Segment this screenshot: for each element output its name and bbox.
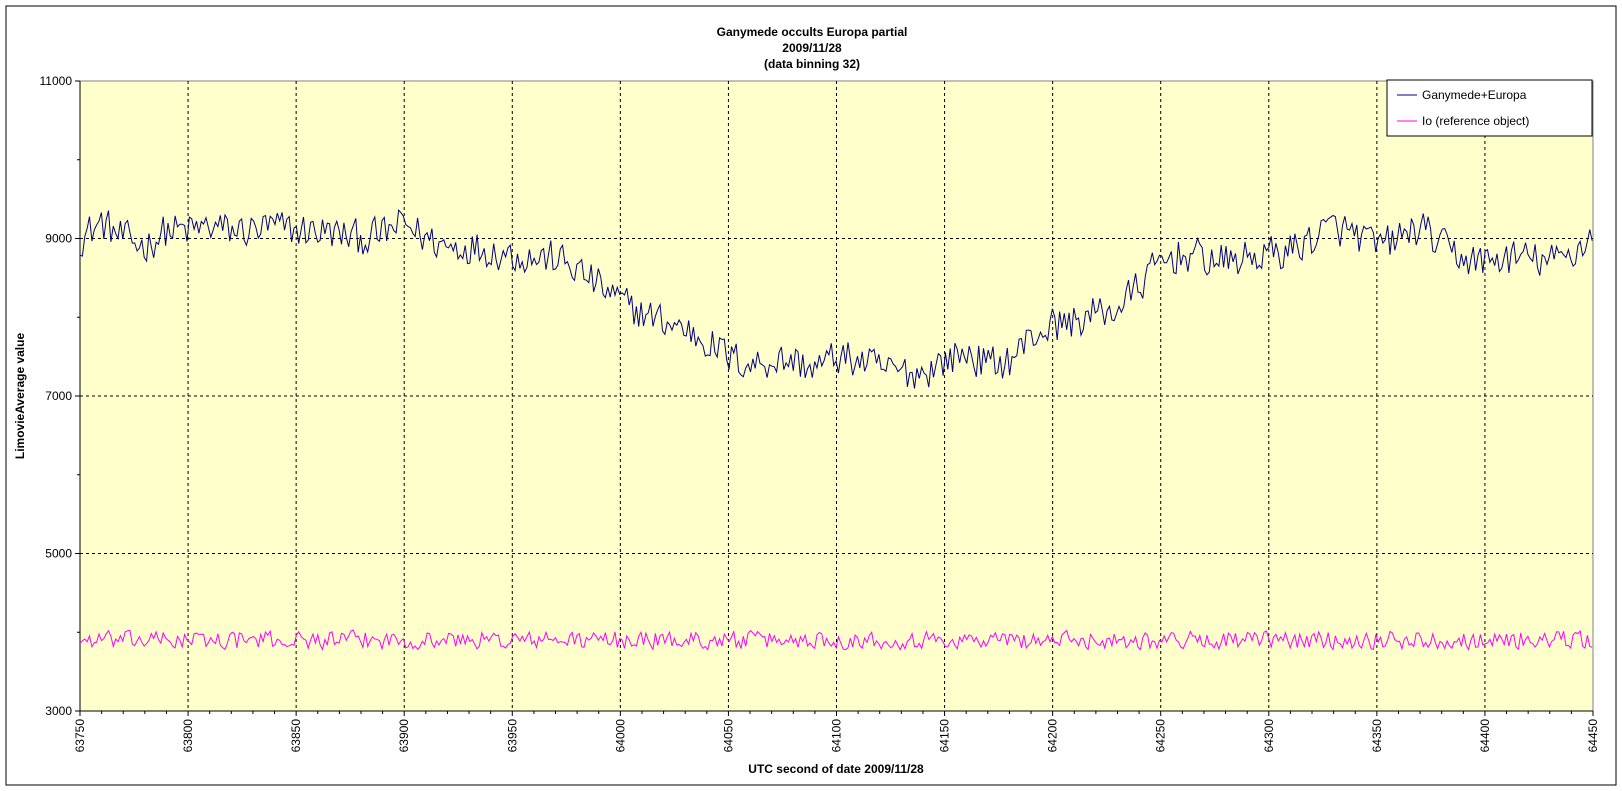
legend: Ganymede+Europa Io (reference object) xyxy=(1386,79,1593,137)
x-tick-label: 64100 xyxy=(830,719,844,753)
x-tick-label: 64250 xyxy=(1154,719,1168,753)
x-tick-label: 64450 xyxy=(1586,719,1600,753)
chart-title: Ganymede occults Europa partial xyxy=(717,25,908,39)
y-tick-label: 9000 xyxy=(45,232,72,246)
y-axis-label: LimovieAverage value xyxy=(13,333,27,460)
x-tick-label: 64350 xyxy=(1370,719,1384,753)
x-tick-label: 64050 xyxy=(721,719,735,753)
x-tick-label: 63800 xyxy=(181,719,195,753)
x-tick-label: 63850 xyxy=(289,719,303,753)
chart-subtitle: 2009/11/28 xyxy=(782,41,842,55)
x-tick-label: 64150 xyxy=(938,719,952,753)
y-tick-label: 11000 xyxy=(40,74,73,88)
series-line-ganymede-europa xyxy=(79,208,1593,389)
x-tick-label: 64000 xyxy=(613,719,627,753)
y-tick-label: 7000 xyxy=(45,389,72,403)
y-tick-label: 5000 xyxy=(45,547,72,561)
legend-label-ganymede-europa: Ganymede+Europa xyxy=(1422,88,1527,102)
x-tick-label: 63750 xyxy=(73,719,87,753)
x-tick-label: 64300 xyxy=(1262,719,1276,753)
x-tick-label: 63950 xyxy=(505,719,519,753)
series-line-io-reference-object xyxy=(79,629,1593,651)
axis-ticks: 63750 63800 63850 63900 63950 64000 64050 64100… xyxy=(40,74,1600,752)
y-tick-label: 3000 xyxy=(45,704,72,718)
x-tick-label: 63900 xyxy=(397,719,411,753)
legend-box xyxy=(1386,79,1593,137)
x-tick-label: 64400 xyxy=(1478,719,1492,753)
chart-subtitle-binning: (data binning 32) xyxy=(764,57,860,71)
x-axis-label: UTC second of date 2009/11/28 xyxy=(748,762,924,776)
series-lines xyxy=(79,208,1593,651)
legend-label-io: Io (reference object) xyxy=(1422,114,1529,128)
x-tick-label: 64200 xyxy=(1046,719,1060,753)
